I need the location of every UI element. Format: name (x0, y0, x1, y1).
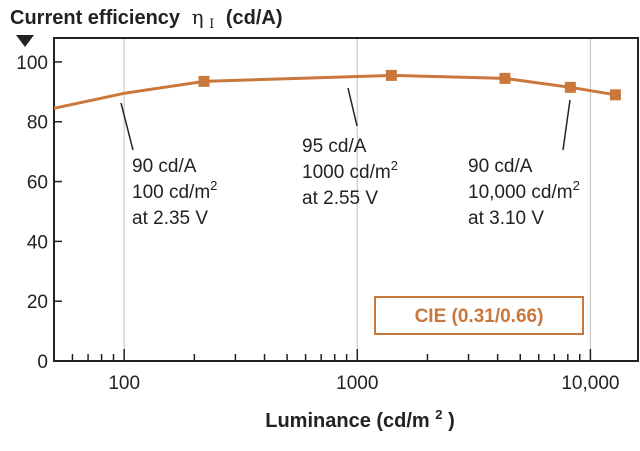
data-point-5 (564, 81, 576, 93)
y-axis-title-text: Current efficiency (10, 7, 181, 29)
y-axis-symbol: η (192, 5, 204, 29)
x-axis-title-close: ) (448, 410, 455, 432)
x-tick-label-0: 100 (108, 373, 140, 394)
y-axis-title: Current efficiency η I (cd/A) (10, 5, 283, 33)
annotation-line-2-0: 90 cd/A (468, 156, 533, 177)
annotation-text-1: 95 cd/A 1000 cd/m2 at 2.55 V (302, 136, 398, 209)
x-axis-title-sup: 2 (435, 407, 442, 422)
annotation-leader-1 (347, 87, 358, 127)
legend: CIE (0.31/0.66) (374, 296, 584, 335)
x-tick-label-1: 1000 (336, 373, 378, 394)
annotation-text-2: 90 cd/A 10,000 cd/m2 at 3.10 V (468, 156, 580, 229)
legend-box (374, 296, 584, 335)
annotations: 90 cd/A 100 cd/m2 at 2.35 V95 cd/A 1000 cd/… (120, 87, 580, 229)
annotation-sup-2: 2 (573, 178, 580, 193)
annotation-line-1-0: 95 cd/A (302, 136, 367, 157)
y-axis-unit: (cd/A) (226, 7, 283, 29)
y-axis-arrow-icon (16, 35, 34, 47)
annotation-line-0-0: 90 cd/A (132, 156, 197, 177)
y-tick-label-5: 100 (16, 53, 48, 74)
annotation-leader-0 (120, 102, 134, 151)
annotation-line-1-1: 1000 cd/m (302, 162, 391, 183)
annotation-line-2-1: 10,000 cd/m (468, 182, 573, 203)
annotation-line-0-1: 100 cd/m (132, 182, 210, 203)
axis-ticks: 0 20 40 60 80 100 100 1000 10,000 (16, 53, 619, 394)
data-point-3 (385, 69, 397, 81)
data-point-2 (198, 75, 210, 87)
y-tick-label-0: 0 (37, 352, 48, 373)
annotation-sup-1: 2 (391, 158, 398, 173)
data-point-6 (609, 89, 621, 101)
data-series (53, 69, 621, 110)
annotation-line-2-2: at 3.10 V (468, 208, 544, 229)
annotation-line-0-2: at 2.35 V (132, 208, 208, 229)
y-tick-label-1: 20 (27, 292, 48, 313)
legend-label: CIE (0.31/0.66) (415, 306, 544, 327)
x-tick-label-2: 10,000 (561, 373, 619, 394)
x-axis-title-text: Luminance (cd/m (265, 410, 429, 432)
y-tick-label-3: 60 (27, 173, 48, 194)
annotation-sup-0: 2 (210, 178, 217, 193)
y-tick-label-4: 80 (27, 113, 48, 134)
y-axis-subscript: I (209, 17, 214, 32)
annotation-leader-2 (562, 99, 571, 151)
x-axis-title: Luminance (cd/m 2 ) (265, 402, 455, 432)
y-tick-label-2: 40 (27, 232, 48, 253)
data-point-4 (499, 72, 511, 84)
series-line-0 (53, 73, 616, 110)
annotation-line-1-2: at 2.55 V (302, 188, 378, 209)
annotation-text-0: 90 cd/A 100 cd/m2 at 2.35 V (132, 156, 217, 229)
